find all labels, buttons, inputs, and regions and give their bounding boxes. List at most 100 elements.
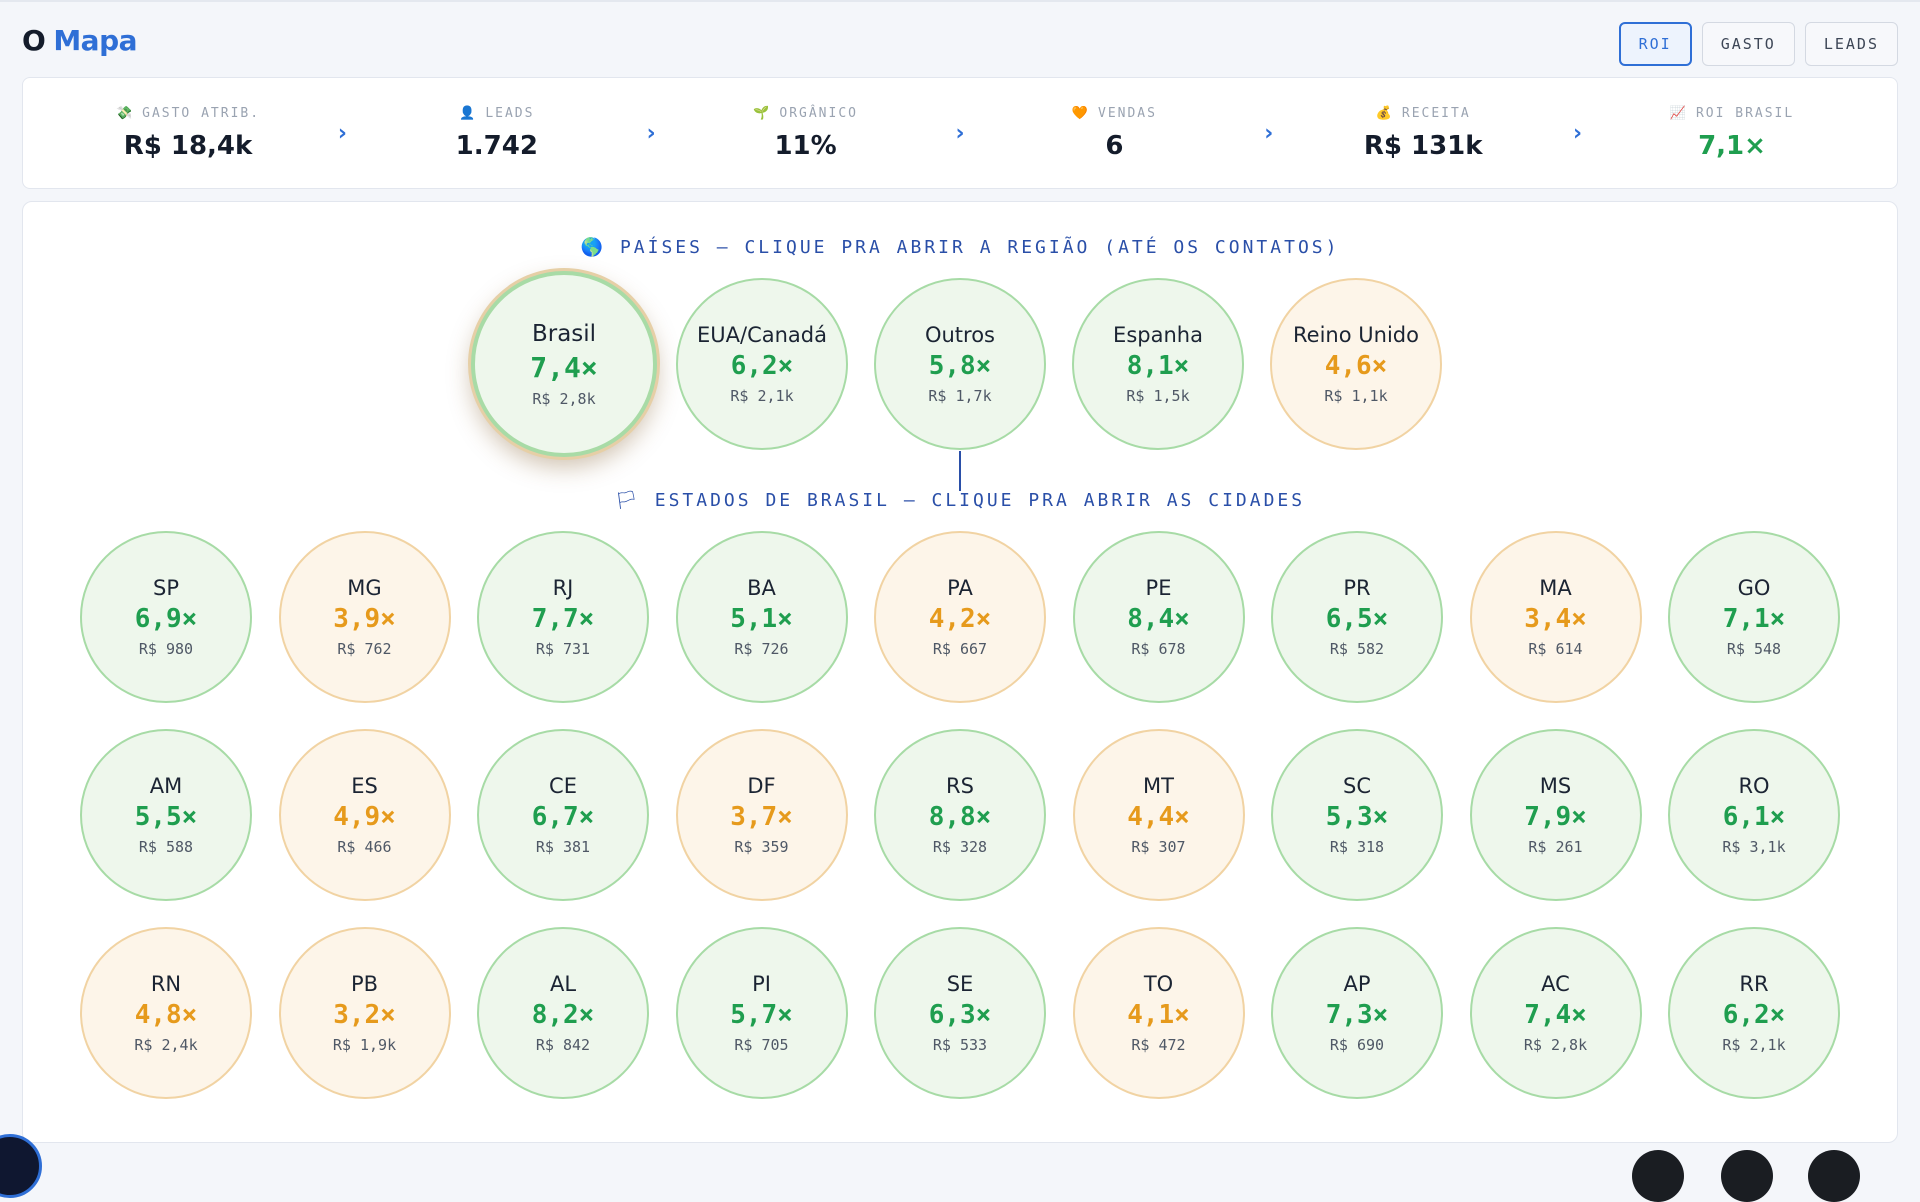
- state-name: PB: [350, 972, 379, 996]
- state-bubble[interactable]: PE 8,4× R$ 678: [1072, 531, 1245, 703]
- state-bubble[interactable]: RS 8,8× R$ 328: [874, 729, 1046, 901]
- state-roi: 3,4×: [1524, 604, 1587, 634]
- state-bubble[interactable]: CE 6,7× R$ 381: [477, 729, 649, 901]
- country-spend: R$ 1,1k: [1324, 387, 1388, 405]
- state-roi: 7,3×: [1325, 1000, 1389, 1030]
- state-bubble[interactable]: ES 4,9× R$ 466: [278, 729, 451, 901]
- state-bubble[interactable]: RJ 7,7× R$ 731: [477, 531, 649, 703]
- state-spend: R$ 842: [535, 1036, 591, 1054]
- state-roi: 6,2×: [1722, 1000, 1786, 1030]
- state-bubble[interactable]: RR 6,2× R$ 2,1k: [1668, 927, 1840, 1099]
- state-bubble[interactable]: BA 5,1× R$ 726: [675, 531, 848, 703]
- status-dot: [1632, 1150, 1684, 1202]
- chevron-right-icon[interactable]: ›: [955, 120, 965, 146]
- state-bubble[interactable]: DF 3,7× R$ 359: [675, 729, 848, 901]
- top-divider: [0, 0, 1920, 2]
- state-spend: R$ 261: [1528, 838, 1583, 856]
- state-bubble[interactable]: GO 7,1× R$ 548: [1668, 531, 1840, 703]
- kpi-vendas-label: VENDAS: [1098, 105, 1157, 121]
- state-bubble[interactable]: SE 6,3× R$ 533: [874, 927, 1046, 1099]
- globe-icon: 🌎: [580, 237, 606, 258]
- kpi-leads: 👤 LEADS 1.742: [402, 106, 592, 161]
- kpi-gasto-value: R$ 18,4k: [123, 130, 253, 161]
- country-bubble[interactable]: Reino Unido 4,6× R$ 1,1k: [1270, 278, 1442, 450]
- kpi-organico: 🌱 ORGÂNICO 11%: [711, 106, 901, 161]
- state-spend: R$ 762: [337, 640, 392, 658]
- state-name: ES: [351, 774, 378, 798]
- state-spend: R$ 533: [932, 1036, 988, 1054]
- country-bubble[interactable]: Outros 5,8× R$ 1,7k: [874, 278, 1046, 450]
- state-roi: 8,2×: [531, 1000, 595, 1030]
- country-spend: R$ 2,8k: [532, 389, 596, 408]
- state-roi: 3,7×: [730, 802, 793, 832]
- state-name: AP: [1343, 972, 1371, 996]
- chevron-right-icon[interactable]: ›: [646, 120, 656, 146]
- chevron-right-icon[interactable]: ›: [1264, 120, 1274, 146]
- kpi-leads-value: 1.742: [455, 130, 538, 161]
- state-spend: R$ 381: [535, 838, 591, 856]
- kpi-roi-label-row: 📈 ROI BRASIL: [1670, 106, 1794, 121]
- state-spend: R$ 731: [535, 640, 591, 658]
- chevron-right-icon[interactable]: ›: [337, 120, 347, 146]
- state-spend: R$ 466: [337, 838, 392, 856]
- chevron-right-icon[interactable]: ›: [1573, 120, 1583, 146]
- state-bubble[interactable]: SP 6,9× R$ 980: [80, 531, 252, 703]
- kpi-gasto-label-row: 💸 GASTO ATRIB.: [116, 106, 260, 121]
- state-roi: 6,5×: [1325, 604, 1389, 634]
- state-spend: R$ 588: [138, 838, 194, 856]
- user-icon: 👤: [459, 105, 478, 121]
- state-name: RJ: [552, 576, 574, 600]
- mode-button-roi[interactable]: ROI: [1618, 22, 1692, 66]
- kpi-receita-label: RECEITA: [1401, 105, 1471, 121]
- state-spend: R$ 318: [1329, 838, 1385, 856]
- country-name: Brasil: [531, 320, 597, 347]
- state-bubble[interactable]: PI 5,7× R$ 705: [675, 927, 848, 1099]
- state-roi: 4,9×: [333, 802, 396, 832]
- state-bubble[interactable]: MS 7,9× R$ 261: [1469, 729, 1642, 901]
- state-spend: R$ 359: [734, 838, 789, 856]
- avatar[interactable]: [0, 1134, 42, 1198]
- country-name: EUA/Canadá: [697, 323, 827, 347]
- state-bubble[interactable]: AC 7,4× R$ 2,8k: [1469, 927, 1642, 1099]
- status-dot: [1721, 1150, 1773, 1202]
- states-section-label: ESTADOS DE BRASIL — CLIQUE PRA ABRIR AS …: [654, 490, 1306, 511]
- state-bubble[interactable]: PB 3,2× R$ 1,9k: [278, 927, 451, 1099]
- state-bubble[interactable]: AP 7,3× R$ 690: [1271, 927, 1443, 1099]
- kpi-receita-label-row: 💰 RECEITA: [1376, 106, 1471, 121]
- country-name: Espanha: [1113, 323, 1203, 347]
- kpi-gasto-label: GASTO ATRIB.: [142, 105, 261, 121]
- state-roi: 7,7×: [531, 604, 595, 634]
- countries-section-title: 🌎 PAÍSES — CLIQUE PRA ABRIR A REGIÃO (ATÉ…: [23, 237, 1897, 258]
- mode-button-gasto[interactable]: GASTO: [1701, 22, 1795, 66]
- state-bubble[interactable]: MG 3,9× R$ 762: [278, 531, 451, 703]
- country-bubble[interactable]: Brasil 7,4× R$ 2,8k: [471, 271, 657, 457]
- money-icon: 💸: [115, 105, 135, 121]
- state-bubble[interactable]: SC 5,3× R$ 318: [1271, 729, 1443, 901]
- state-bubble[interactable]: AM 5,5× R$ 588: [80, 729, 252, 901]
- country-name: Outros: [924, 323, 996, 347]
- state-name: DF: [747, 774, 776, 798]
- drilldown-connector: [959, 451, 961, 491]
- country-bubble[interactable]: EUA/Canadá 6,2× R$ 2,1k: [676, 278, 848, 450]
- state-bubble[interactable]: RN 4,8× R$ 2,4k: [80, 927, 252, 1099]
- state-bubble[interactable]: MA 3,4× R$ 614: [1469, 531, 1642, 703]
- state-roi: 6,7×: [531, 802, 595, 832]
- state-name: BA: [747, 576, 776, 600]
- kpi-receita: 💰 RECEITA R$ 131k: [1328, 106, 1518, 161]
- state-bubble[interactable]: TO 4,1× R$ 472: [1072, 927, 1245, 1099]
- mode-button-leads[interactable]: LEADS: [1804, 22, 1898, 66]
- state-spend: R$ 472: [1131, 1036, 1186, 1054]
- state-bubble[interactable]: AL 8,2× R$ 842: [477, 927, 649, 1099]
- state-bubble[interactable]: RO 6,1× R$ 3,1k: [1668, 729, 1840, 901]
- state-bubble[interactable]: PA 4,2× R$ 667: [874, 531, 1046, 703]
- country-roi: 4,6×: [1324, 351, 1388, 381]
- country-bubble[interactable]: Espanha 8,1× R$ 1,5k: [1072, 278, 1244, 450]
- state-bubble[interactable]: MT 4,4× R$ 307: [1072, 729, 1245, 901]
- state-bubble[interactable]: PR 6,5× R$ 582: [1271, 531, 1443, 703]
- state-spend: R$ 1,9k: [332, 1036, 397, 1054]
- kpi-roi-value: 7,1×: [1698, 130, 1766, 161]
- metric-mode-toggle: ROI GASTO LEADS: [1618, 22, 1898, 66]
- map-panel: 🌎 PAÍSES — CLIQUE PRA ABRIR A REGIÃO (ATÉ…: [22, 201, 1898, 1143]
- state-name: AM: [149, 774, 183, 798]
- state-roi: 4,8×: [134, 1000, 198, 1030]
